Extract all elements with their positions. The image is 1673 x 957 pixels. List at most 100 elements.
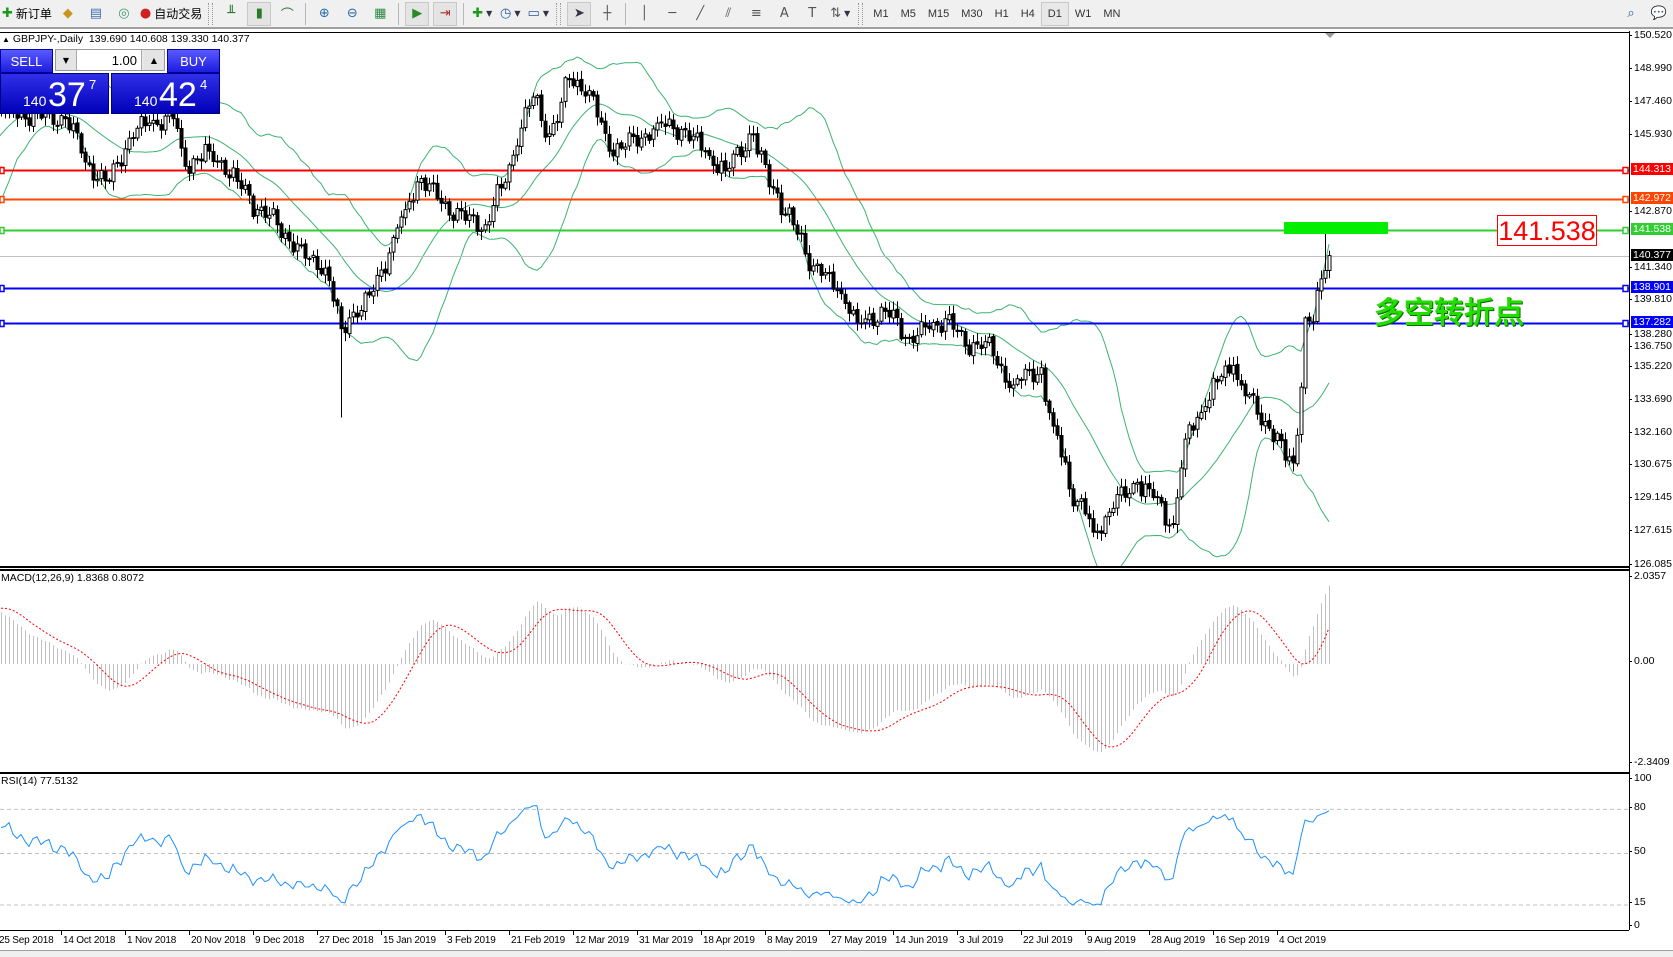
bull-candle-body	[375, 274, 380, 291]
bull-candle-body	[271, 208, 276, 215]
cursor-button[interactable]: ➤	[567, 1, 592, 26]
tile-windows-button[interactable]: ▦	[368, 2, 392, 26]
bear-candle-body	[87, 162, 92, 166]
timeframe-m5[interactable]: M5	[900, 7, 916, 20]
toolbar-grip[interactable]	[858, 2, 864, 25]
arrows-button[interactable]: ⇅ ▼	[828, 2, 852, 26]
fibonacci-button[interactable]: ≡	[744, 2, 768, 26]
templates-button[interactable]: ▭ ▼	[526, 2, 550, 26]
price-tick-label: 130.675	[1629, 458, 1672, 470]
vertical-line-button[interactable]: │	[632, 2, 656, 26]
candle	[119, 154, 124, 174]
lot-increase-button[interactable]: ▲	[144, 50, 164, 70]
auto-scroll-button[interactable]: ▶	[405, 1, 430, 26]
bear-candle-body	[339, 306, 344, 330]
equidistant-channel-button[interactable]: ⫽	[716, 2, 740, 26]
bull-candle-body	[1203, 406, 1208, 413]
text-button[interactable]: A	[772, 2, 796, 26]
timeframe-m1[interactable]: M1	[873, 7, 889, 20]
candle	[823, 268, 828, 280]
macd-panel[interactable]	[0, 569, 1629, 771]
chart-shift-marker[interactable]	[1325, 33, 1335, 38]
bear-candle-body	[715, 164, 720, 174]
candle	[531, 92, 536, 110]
panel-separator[interactable]	[0, 566, 1629, 567]
toolbar-grip[interactable]	[208, 2, 214, 25]
chart-menu-triangle-icon[interactable]: ▲	[2, 35, 10, 44]
zoom-out-button[interactable]: ⊖	[340, 2, 364, 26]
bear-candle-body	[287, 231, 292, 242]
trendline-button[interactable]: ╱	[688, 2, 712, 26]
low-value: 139.330	[170, 33, 209, 45]
signals-button[interactable]: ◎	[112, 2, 136, 26]
price-axis[interactable]: 144.313 142.972 141.538 138.901 137.282 140.3…	[1628, 30, 1673, 931]
bear-candle-body	[1259, 412, 1264, 426]
timeframe-m30[interactable]: M30	[961, 7, 983, 20]
timeframe-h4[interactable]: H4	[1020, 7, 1035, 20]
rsi-panel[interactable]	[0, 772, 1629, 932]
candle	[1207, 392, 1212, 413]
buy-button[interactable]: BUY	[167, 49, 220, 73]
timeframe-w1[interactable]: W1	[1074, 7, 1092, 20]
timeframe-mn[interactable]: MN	[1103, 7, 1121, 20]
date-tick-label: 27 Dec 2018	[317, 931, 374, 946]
bull-candle-body	[1187, 424, 1192, 439]
turning-point-label[interactable]: 多空转折点	[1374, 296, 1524, 331]
toolbar-grip[interactable]	[556, 2, 562, 25]
auto-trading-button[interactable]: ● 自动交易	[140, 2, 202, 26]
sell-price-box[interactable]: 140 37 7	[0, 73, 109, 114]
bear-candle-body	[251, 195, 256, 217]
chat-button[interactable]: 💬	[1647, 2, 1671, 26]
timeframe-m15[interactable]: M15	[927, 7, 950, 20]
lot-decrease-button[interactable]: ▼	[56, 50, 76, 70]
bull-candle-body	[1079, 498, 1084, 502]
market-watch-button[interactable]: ◆	[56, 2, 80, 26]
separator	[463, 2, 465, 25]
bull-candle-body	[1315, 289, 1320, 323]
bear-candle-body	[1043, 367, 1048, 402]
candle	[307, 256, 312, 266]
data-window-button[interactable]: ▤	[84, 2, 108, 26]
candlestick-button[interactable]: ▮	[247, 1, 272, 26]
candle	[1211, 372, 1216, 406]
bull-candle-body	[359, 309, 364, 317]
buy-price-box[interactable]: 140 42 4	[111, 73, 220, 114]
chart-shift-button[interactable]: ⇥	[433, 1, 458, 26]
horizontal-line-button[interactable]: ─	[660, 2, 684, 26]
line-chart-button[interactable]: ⌒	[275, 2, 299, 26]
timeframe-h1[interactable]: H1	[994, 7, 1009, 20]
bar-chart-button[interactable]: ╨	[219, 2, 243, 26]
rsi-tick-label: 50	[1629, 845, 1646, 857]
candle	[475, 211, 480, 236]
level-price-label[interactable]: 141.538	[1497, 215, 1597, 246]
separator	[305, 2, 307, 25]
bull-candle-body	[747, 133, 752, 152]
candle	[1007, 373, 1012, 393]
text-label-button[interactable]: T	[800, 2, 824, 26]
clock-icon: ◷	[500, 6, 512, 21]
candle	[851, 306, 856, 317]
bear-candle-body	[803, 232, 808, 255]
bear-candle-body	[763, 150, 768, 166]
date-tick-label: 16 Sep 2019	[1213, 931, 1270, 946]
bull-candle-body	[515, 145, 520, 156]
lot-size-input[interactable]	[76, 50, 142, 70]
bull-candle-body	[351, 311, 356, 318]
periods-button[interactable]: ◷ ▼	[498, 2, 522, 26]
resistance-highlight-rectangle[interactable]	[1284, 222, 1388, 234]
panel-separator[interactable]	[0, 567, 1629, 568]
candle	[231, 160, 236, 182]
new-order-button[interactable]: ✚ 新订单	[2, 2, 52, 26]
bear-candle-body	[883, 307, 888, 312]
indicators-button[interactable]: ✚ ▼	[470, 2, 494, 26]
timeframe-d1[interactable]: D1	[1040, 1, 1069, 26]
zoom-in-button[interactable]: ⊕	[312, 2, 336, 26]
time-axis[interactable]: 25 Sep 2018 14 Oct 2018 1 Nov 2018 20 Nov 2…	[0, 930, 1629, 951]
separator	[625, 2, 627, 25]
candle	[83, 147, 88, 171]
crosshair-button[interactable]: ┼	[595, 2, 619, 26]
sell-button[interactable]: SELL	[0, 49, 53, 73]
bear-candle-body	[91, 163, 96, 181]
search-button[interactable]: ⌕	[1619, 2, 1643, 26]
price-chart-panel[interactable]	[0, 32, 1629, 567]
